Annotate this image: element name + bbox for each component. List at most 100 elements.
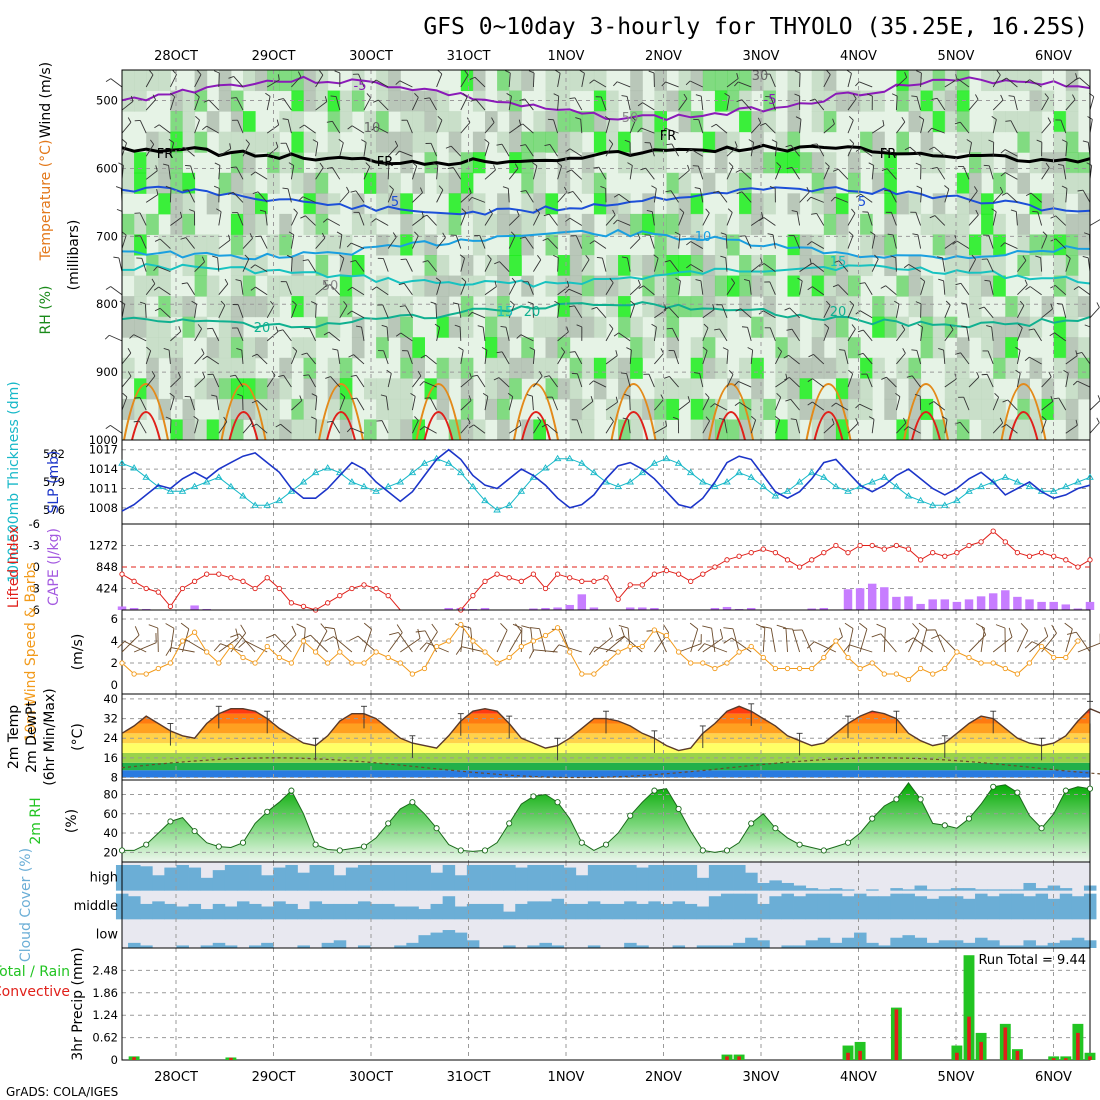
wind-barb <box>626 373 631 388</box>
cloud-bar-high <box>793 885 807 891</box>
rh-shade-cell <box>460 398 474 420</box>
cloud-bar-low <box>829 942 843 948</box>
wind-barb <box>1065 424 1078 434</box>
wind-barb-flag <box>259 209 266 213</box>
wind-barb-flag <box>293 208 298 214</box>
wind-barb <box>329 284 341 296</box>
cloud-bar-high <box>478 865 492 891</box>
wind-barb-flag <box>519 419 522 426</box>
wind-barb <box>307 259 316 272</box>
rh-shade-cell <box>630 152 643 174</box>
rh-shade-cell <box>1017 255 1030 277</box>
wind-barb-flag <box>381 324 388 328</box>
cape-bar <box>565 604 574 610</box>
wind-barb <box>333 628 341 653</box>
wind-barb <box>715 123 728 134</box>
tick-label: 582 <box>43 447 65 461</box>
rh-point <box>385 820 392 827</box>
wind-barb <box>256 423 268 434</box>
cloud-bar-low <box>624 942 637 948</box>
rh-shade-cell <box>969 398 982 420</box>
warm-isotherm-orange <box>123 383 169 441</box>
cloud-bar-high <box>890 888 903 891</box>
lifted-index-point <box>603 575 609 581</box>
wind-barb <box>412 216 424 226</box>
cloud-bar-high <box>406 865 419 891</box>
rh-shade-cell <box>557 213 571 235</box>
wind-barb <box>960 283 970 295</box>
wind-speed-point <box>288 660 295 666</box>
wind-barb <box>813 354 825 365</box>
wind-barb-flag <box>537 416 542 422</box>
wind-barb <box>933 146 946 157</box>
rh-shade-cell <box>739 357 752 379</box>
thickness-point <box>953 496 961 504</box>
wind-barb-flag <box>915 162 922 166</box>
wind-barb-flag <box>506 93 512 97</box>
wind-barb-flag <box>712 304 715 310</box>
cloud-bar-low <box>466 940 480 948</box>
rh-shade-cell <box>122 213 135 235</box>
lifted-index-point <box>470 593 476 599</box>
wind-barb <box>242 237 253 249</box>
lifted-index-point <box>567 575 573 581</box>
wind-barb <box>750 142 755 157</box>
tick-label: 579 <box>43 475 65 489</box>
wind-barb-flag <box>468 424 474 429</box>
warm-isotherm-red <box>813 411 844 441</box>
wind-barb <box>812 286 825 296</box>
wind-barb <box>581 401 594 411</box>
rh-shade-cell <box>206 337 220 359</box>
contour-label: 30 <box>752 69 769 84</box>
wind-barb <box>330 376 341 388</box>
wind-barb <box>291 400 303 411</box>
warm-isotherm-orange <box>1000 383 1047 441</box>
rh-shade-cell <box>727 234 740 256</box>
rh-shade-cell <box>823 419 837 441</box>
rh-shade-cell <box>581 111 595 133</box>
rh-shade-cell <box>303 172 317 194</box>
contour-label: 5 <box>391 195 399 210</box>
wind-barb <box>508 96 512 111</box>
rh-point <box>481 847 489 854</box>
wind-speed-point <box>191 629 198 635</box>
cloud-bar-low <box>454 932 468 948</box>
wind-barb <box>895 396 901 411</box>
cloud-row-label: low <box>96 928 119 943</box>
wind-speed-point <box>518 643 524 650</box>
wind-barb <box>508 282 517 295</box>
rh-shade-cell <box>1065 316 1079 338</box>
wind-barb-flag <box>844 622 854 629</box>
wind-barb <box>425 354 437 365</box>
wind-barb-flag <box>348 354 354 358</box>
wind-barb-flag <box>442 232 446 238</box>
wind-barb-flag <box>517 123 524 127</box>
contour-label: 5 <box>858 195 866 210</box>
wind-barb-flag <box>343 301 348 307</box>
cloud-row-label: middle <box>74 899 118 914</box>
rh-shade-cell <box>860 234 873 256</box>
rh-shade-cell <box>884 213 897 235</box>
rh-shade-cell <box>1005 296 1018 318</box>
wind-barb <box>315 285 327 296</box>
rh-shade-cell <box>618 296 631 318</box>
wind-barb-flag <box>477 325 484 328</box>
wind-barb-flag <box>139 301 146 305</box>
cape-bar <box>964 599 974 610</box>
wind-barb <box>992 397 1000 411</box>
wind-barb-flag <box>389 632 399 636</box>
cloud-bar-middle <box>430 903 444 920</box>
thickness-point <box>1049 487 1058 494</box>
rh-shade-cell <box>291 172 304 194</box>
precip-conv-bar <box>1003 1027 1008 1060</box>
rh-point <box>990 783 997 790</box>
precip-conv-legend: Convective <box>0 984 70 1000</box>
precip-total-legend: Total / Rain <box>0 964 70 980</box>
rh-shade-cell <box>376 337 389 359</box>
tick-label: 60 <box>103 807 118 821</box>
wind-barb-flag <box>705 208 710 214</box>
rh-shade-cell <box>920 111 934 133</box>
wind-barb-flag <box>532 162 538 167</box>
wind-barb <box>618 193 631 203</box>
wind-barb-flag <box>944 185 950 190</box>
